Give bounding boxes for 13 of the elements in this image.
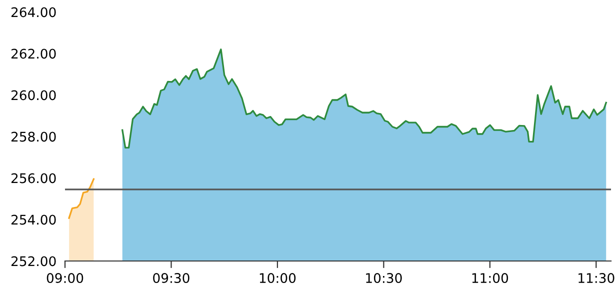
x-tick-label: 09:00: [46, 273, 84, 284]
x-tick-label: 10:30: [366, 273, 402, 284]
x-tick-label: 11:30: [578, 273, 614, 284]
y-tick-label: 264.00: [11, 7, 56, 18]
y-tick-label: 254.00: [11, 214, 56, 225]
y-tick-label: 256.00: [11, 173, 56, 184]
y-tick-label: 262.00: [11, 48, 56, 59]
y-tick-label: 258.00: [11, 132, 56, 142]
x-tick-label: 10:00: [260, 273, 296, 284]
x-tick-label: 09:30: [153, 273, 190, 284]
x-tick-label: 11:00: [472, 273, 508, 284]
y-tick-label: 252.00: [11, 256, 56, 266]
y-tick-label: 260.00: [11, 90, 56, 100]
